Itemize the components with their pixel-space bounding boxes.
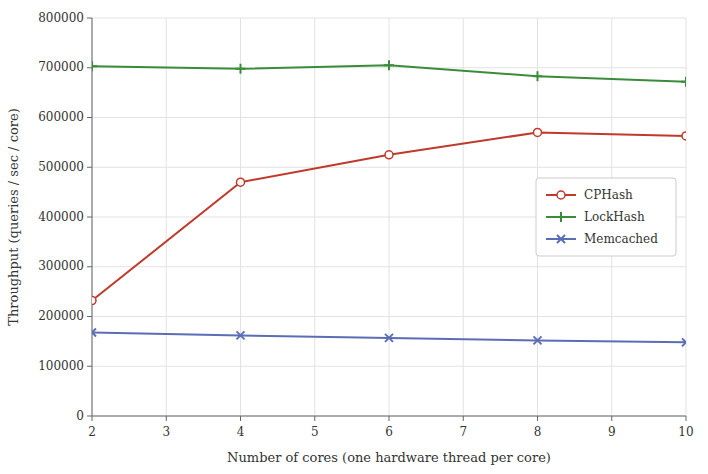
x-tick-label: 6 — [385, 425, 393, 439]
x-tick-label: 2 — [88, 425, 96, 439]
x-tick — [537, 416, 538, 421]
chart-container: 0 100000 200000 300000 400000 500000 600000 700… — [0, 0, 708, 474]
legend-marker — [556, 212, 566, 222]
y-tick — [87, 18, 92, 19]
chart-svg: 0 100000 200000 300000 400000 500000 600000 700… — [0, 0, 708, 474]
x-tick — [686, 416, 687, 421]
x-tick — [463, 416, 464, 421]
series-point — [92, 328, 96, 336]
x-tick — [314, 416, 315, 421]
series-point — [681, 77, 686, 87]
legend-box — [536, 178, 676, 256]
legend-label: CPHash — [584, 188, 633, 202]
legend-label: Memcached — [584, 232, 658, 246]
x-tick — [166, 416, 167, 421]
y-tick-label: 500000 — [38, 160, 84, 174]
series-group — [92, 60, 686, 346]
series-point — [237, 178, 245, 186]
x-grid-line — [389, 18, 390, 416]
y-tick-label: 800000 — [38, 11, 84, 25]
series-point — [385, 334, 393, 342]
x-grid-line — [166, 18, 167, 416]
series-point — [534, 336, 542, 344]
y-tick — [87, 416, 92, 417]
series-point — [236, 64, 246, 74]
series-point — [682, 132, 686, 140]
y-tick-label: 700000 — [38, 60, 84, 74]
series-point — [92, 297, 96, 305]
y-tick — [87, 67, 92, 68]
legend: CPHash LockHash Memcached — [536, 178, 676, 256]
series-point — [682, 338, 686, 346]
x-grid-line — [686, 18, 687, 416]
x-tick — [389, 416, 390, 421]
series-point — [384, 60, 394, 70]
x-tick-label: 7 — [459, 425, 467, 439]
series-point — [92, 61, 97, 71]
series-line — [92, 332, 686, 342]
x-axis-line — [92, 416, 686, 417]
series-point — [237, 331, 245, 339]
y-tick-label: 0 — [76, 409, 84, 423]
x-tick-label: 4 — [237, 425, 245, 439]
legend-marker — [557, 191, 565, 199]
y-grid-line — [92, 416, 686, 417]
x-tick-label: 5 — [311, 425, 319, 439]
legend-marker — [557, 235, 565, 243]
y-tick — [87, 266, 92, 267]
y-tick-label: 100000 — [38, 359, 84, 373]
series-line — [92, 132, 686, 300]
y-tick-label: 200000 — [38, 309, 84, 323]
y-tick-label: 300000 — [38, 259, 84, 273]
legend-label: LockHash — [584, 210, 645, 224]
x-grid-line — [92, 18, 93, 416]
x-tick-label: 10 — [678, 425, 693, 439]
x-tick-label: 8 — [534, 425, 542, 439]
series-point — [385, 151, 393, 159]
x-tick — [611, 416, 612, 421]
y-tick-label: 600000 — [38, 110, 84, 124]
x-grid-line — [463, 18, 464, 416]
y-tick — [87, 366, 92, 367]
y-axis-label: Throughput (queries / sec / core) — [6, 108, 21, 325]
y-tick — [87, 217, 92, 218]
y-axis-line — [92, 18, 93, 416]
series-point — [533, 71, 543, 81]
x-grid-line — [314, 18, 315, 416]
x-axis-label: Number of cores (one hardware thread per… — [227, 450, 551, 465]
y-tick — [87, 167, 92, 168]
grid — [92, 18, 686, 416]
y-tick — [87, 316, 92, 317]
plot-background — [92, 18, 686, 416]
x-tick-label: 9 — [608, 425, 616, 439]
x-tick — [92, 416, 93, 421]
axes: 0 100000 200000 300000 400000 500000 600000 700… — [38, 11, 693, 440]
x-tick-label: 3 — [162, 425, 170, 439]
x-tick — [240, 416, 241, 421]
y-tick — [87, 117, 92, 118]
x-grid-line — [240, 18, 241, 416]
y-tick-label: 400000 — [38, 210, 84, 224]
series-point — [534, 128, 542, 136]
